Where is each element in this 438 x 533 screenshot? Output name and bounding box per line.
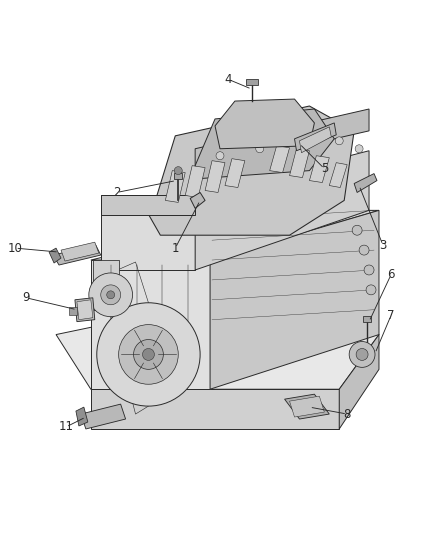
- Polygon shape: [91, 260, 210, 389]
- Circle shape: [359, 245, 369, 255]
- Text: 5: 5: [321, 162, 328, 175]
- Polygon shape: [300, 127, 331, 153]
- Circle shape: [142, 349, 155, 360]
- Polygon shape: [91, 211, 379, 260]
- Polygon shape: [91, 389, 339, 429]
- Polygon shape: [309, 156, 329, 182]
- Circle shape: [101, 285, 120, 305]
- Polygon shape: [290, 396, 324, 417]
- Polygon shape: [215, 99, 314, 149]
- Circle shape: [256, 145, 264, 153]
- Polygon shape: [76, 407, 88, 426]
- Circle shape: [366, 285, 376, 295]
- Polygon shape: [339, 335, 379, 429]
- Polygon shape: [49, 248, 61, 263]
- Text: 6: 6: [387, 269, 395, 281]
- Polygon shape: [363, 316, 371, 321]
- Circle shape: [174, 167, 182, 175]
- Polygon shape: [165, 171, 185, 203]
- Circle shape: [364, 265, 374, 275]
- Polygon shape: [270, 146, 290, 173]
- Polygon shape: [354, 174, 377, 192]
- Polygon shape: [285, 394, 329, 419]
- Circle shape: [356, 349, 368, 360]
- Polygon shape: [69, 307, 77, 314]
- Polygon shape: [205, 160, 225, 192]
- Text: 4: 4: [224, 72, 232, 86]
- Polygon shape: [141, 106, 354, 235]
- Polygon shape: [75, 298, 95, 321]
- Circle shape: [97, 303, 200, 406]
- Text: 10: 10: [8, 241, 23, 255]
- Text: 9: 9: [22, 292, 30, 304]
- Circle shape: [216, 152, 224, 160]
- Polygon shape: [246, 79, 258, 85]
- Circle shape: [107, 291, 115, 299]
- Polygon shape: [329, 163, 347, 188]
- Polygon shape: [195, 151, 369, 270]
- Polygon shape: [101, 196, 195, 270]
- Polygon shape: [61, 242, 99, 261]
- Polygon shape: [195, 109, 369, 171]
- Circle shape: [119, 325, 178, 384]
- Polygon shape: [210, 211, 379, 389]
- Circle shape: [355, 145, 363, 153]
- Polygon shape: [294, 123, 336, 151]
- Polygon shape: [185, 166, 205, 197]
- Polygon shape: [93, 260, 119, 310]
- Polygon shape: [225, 159, 245, 188]
- Text: 1: 1: [172, 241, 179, 255]
- Polygon shape: [290, 149, 309, 177]
- Polygon shape: [53, 245, 101, 265]
- Polygon shape: [56, 285, 379, 389]
- Polygon shape: [190, 192, 205, 208]
- Text: 2: 2: [113, 186, 120, 199]
- Circle shape: [134, 340, 163, 369]
- Text: 3: 3: [379, 239, 387, 252]
- Circle shape: [296, 140, 304, 148]
- Text: 7: 7: [387, 309, 395, 322]
- Polygon shape: [101, 196, 195, 215]
- Text: 8: 8: [343, 408, 351, 421]
- Circle shape: [89, 273, 133, 317]
- Circle shape: [352, 225, 362, 235]
- Circle shape: [349, 342, 375, 367]
- Polygon shape: [81, 404, 126, 429]
- Polygon shape: [195, 109, 334, 179]
- Text: 11: 11: [59, 421, 74, 433]
- Polygon shape: [174, 173, 182, 179]
- Polygon shape: [77, 300, 93, 320]
- Circle shape: [335, 137, 343, 145]
